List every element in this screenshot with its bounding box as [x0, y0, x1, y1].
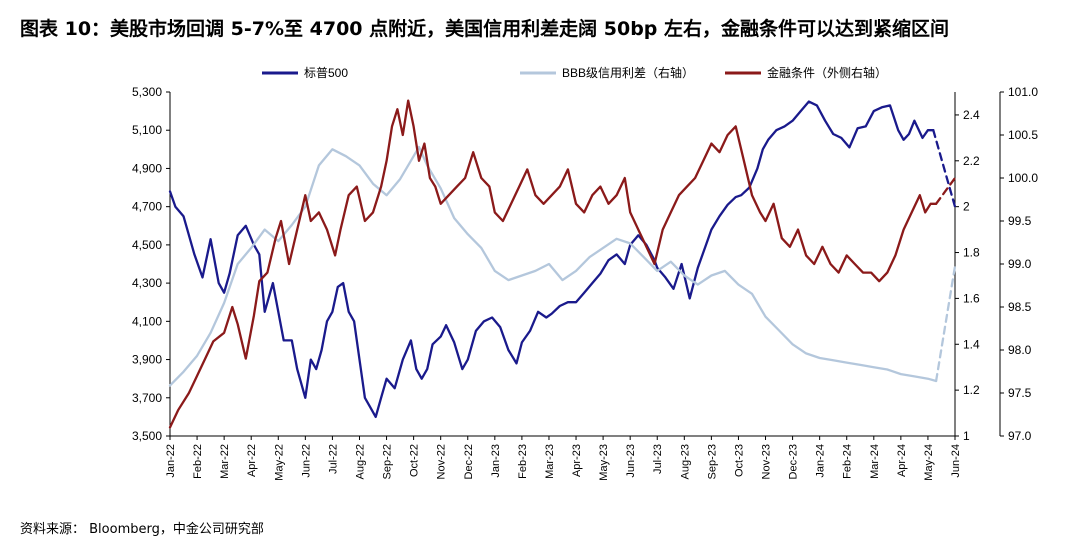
- source-note: 资料来源： Bloomberg，中金公司研究部: [20, 522, 264, 537]
- left-tick-label: 3,900: [132, 353, 162, 367]
- x-tick-label: Jul-23: [652, 444, 664, 474]
- right-outer-tick-label: 99.0: [1008, 257, 1032, 271]
- x-tick-label: May-22: [273, 444, 285, 481]
- left-tick-label: 4,700: [132, 200, 162, 214]
- x-tick-label: Nov-22: [436, 444, 448, 479]
- x-tick-label: Apr-23: [571, 444, 583, 477]
- right-inner-tick-label: 2.4: [963, 108, 980, 122]
- x-tick-label: Mar-23: [544, 444, 556, 479]
- right-outer-tick-label: 98.0: [1008, 343, 1032, 357]
- series-line-0: [168, 100, 935, 419]
- right-inner-tick-label: 1.8: [963, 246, 980, 260]
- left-tick-label: 3,700: [132, 391, 162, 405]
- series-line-3: [934, 265, 957, 383]
- left-tick-label: 5,100: [132, 123, 162, 137]
- right-outer-tick-label: 97.0: [1008, 429, 1032, 443]
- right-outer-tick-label: 100.5: [1008, 128, 1038, 142]
- x-tick-label: Jul-22: [327, 444, 339, 474]
- series-line-4: [168, 99, 938, 429]
- left-tick-label: 4,900: [132, 161, 162, 175]
- left-tick-label: 3,500: [132, 429, 162, 443]
- left-tick-label: 4,100: [132, 314, 162, 328]
- right-inner-tick-label: 2.2: [963, 154, 980, 168]
- x-tick-label: May-23: [598, 444, 610, 481]
- legend-label: BBB级信用利差（右轴）: [562, 65, 694, 80]
- x-tick-label: Feb-22: [192, 444, 204, 479]
- page-title: 图表 10：美股市场回调 5-7%至 4700 点附近，美国信用利差走阔 50b…: [20, 18, 950, 40]
- left-tick-label: 5,300: [132, 85, 162, 99]
- x-tick-label: Feb-24: [842, 444, 854, 479]
- x-tick-label: Apr-24: [896, 444, 908, 477]
- right-inner-tick-label: 1.2: [963, 383, 980, 397]
- x-tick-label: Sep-23: [706, 444, 718, 479]
- right-inner-tick-label: 2: [963, 200, 970, 214]
- left-tick-label: 4,300: [132, 276, 162, 290]
- x-tick-label: Jan-23: [490, 444, 502, 478]
- x-tick-label: Jan-22: [165, 444, 177, 478]
- x-tick-label: Oct-22: [409, 444, 421, 477]
- legend-label: 标普500: [304, 66, 348, 80]
- series-line-5: [934, 176, 957, 205]
- right-outer-tick-label: 101.0: [1008, 85, 1038, 99]
- x-tick-label: Jun-23: [625, 444, 637, 478]
- x-tick-label: Oct-23: [733, 444, 745, 477]
- x-tick-label: Mar-22: [219, 444, 231, 479]
- right-outer-tick-label: 97.5: [1008, 386, 1032, 400]
- x-tick-label: Dec-23: [788, 444, 800, 479]
- x-tick-label: Jun-24: [950, 444, 962, 478]
- legend-label: 金融条件（外侧右轴）: [767, 65, 887, 80]
- x-tick-label: Nov-23: [761, 444, 773, 479]
- right-inner-tick-label: 1.4: [963, 337, 980, 351]
- x-tick-label: Sep-22: [382, 444, 394, 479]
- right-inner-tick-label: 1: [963, 429, 970, 443]
- left-tick-label: 4,500: [132, 238, 162, 252]
- x-tick-label: May-24: [923, 444, 935, 481]
- x-tick-label: Aug-23: [679, 444, 691, 479]
- x-tick-label: Aug-22: [354, 444, 366, 479]
- x-tick-label: Dec-22: [463, 444, 475, 479]
- right-outer-tick-label: 98.5: [1008, 300, 1032, 314]
- series-line-1: [932, 129, 957, 208]
- x-tick-label: Jan-24: [815, 444, 827, 478]
- x-tick-label: Apr-22: [246, 444, 258, 477]
- x-tick-label: Mar-24: [869, 444, 881, 479]
- x-tick-label: Jun-22: [300, 444, 312, 478]
- series-line-2: [168, 145, 938, 387]
- x-tick-label: Feb-23: [517, 444, 529, 479]
- right-inner-tick-label: 1.6: [963, 291, 980, 305]
- right-outer-tick-label: 100.0: [1008, 171, 1038, 185]
- right-outer-tick-label: 99.5: [1008, 214, 1032, 228]
